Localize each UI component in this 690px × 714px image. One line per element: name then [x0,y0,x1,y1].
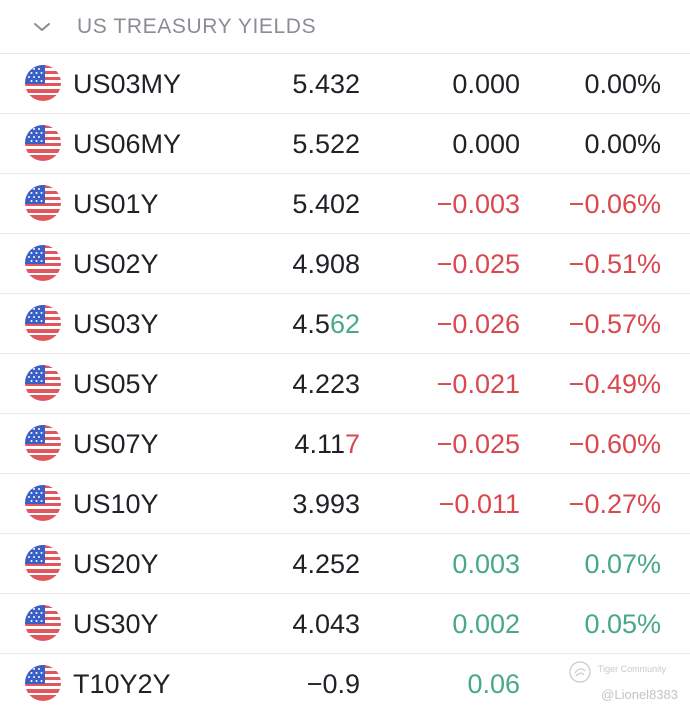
us-flag-icon [25,605,61,641]
us-flag-icon [25,245,61,281]
us-flag-icon [25,665,61,701]
change-percent: −0.57% [568,309,661,339]
us-flag-icon [25,305,61,341]
yield-value-main: −0.9 [306,669,360,699]
symbol-label: US07Y [73,429,159,459]
change-percent: −0.49% [568,369,661,399]
yield-value: 5.432 [292,54,360,114]
us-flag-icon [25,365,61,401]
symbol-label: US30Y [73,609,159,639]
change-percent: 0.00% [584,129,661,159]
yield-value-main: 4.908 [292,249,360,279]
change-percent: −0.06% [568,189,661,219]
change-value: 0.000 [452,129,520,159]
change-value: 0.06 [467,669,520,699]
chevron-down-icon[interactable] [31,16,53,38]
yield-value: 4.252 [292,534,360,594]
yield-value-changed-digits: 62 [329,309,360,339]
symbol-label: US03MY [73,69,182,99]
symbol-label: US02Y [73,249,159,279]
change-value: −0.021 [436,369,520,399]
change-value: −0.011 [438,489,520,519]
yield-value-main: 4.11 [294,429,345,459]
symbol-label: US03Y [73,309,159,339]
change-percent: 0.07% [584,549,661,579]
list-item[interactable]: US10Y 3.993 −0.011 −0.27% [0,474,690,534]
yield-value: 4.908 [292,234,360,294]
change-value: 0.003 [452,549,520,579]
change-percent: 0.05% [584,609,661,639]
list-item[interactable]: US05Y 4.223 −0.021 −0.49% [0,354,690,414]
us-flag-icon [25,185,61,221]
list-item[interactable]: US06MY 5.522 0.000 0.00% [0,114,690,174]
change-percent: −0.51% [568,249,661,279]
yield-value-main: 5.522 [292,129,360,159]
symbol-label: US10Y [73,489,159,519]
list-item[interactable]: US02Y 4.908 −0.025 −0.51% [0,234,690,294]
yield-value: 5.402 [292,174,360,234]
change-percent: 0.00% [584,69,661,99]
us-flag-icon [25,125,61,161]
yield-value-main: 5.402 [292,189,360,219]
yield-value-main: 5.432 [292,69,360,99]
change-percent: −0.60% [568,429,661,459]
yield-value: 5.522 [292,114,360,174]
us-flag-icon [25,65,61,101]
yield-value: 4.223 [292,354,360,414]
list-item[interactable]: US20Y 4.252 0.003 0.07% [0,534,690,594]
yield-value-main: 3.993 [292,489,360,519]
change-value: 0.002 [452,609,520,639]
symbol-label: US06MY [73,129,182,159]
list-item[interactable]: US03Y 4.562 −0.026 −0.57% [0,294,690,354]
list-item[interactable]: T10Y2Y −0.9 0.06 [0,654,690,714]
yield-value-main: 4.043 [292,609,360,639]
yields-list: US03MY 5.432 0.000 0.00% US06MY 5.522 0.… [0,54,690,714]
list-item[interactable]: US07Y 4.117 −0.025 −0.60% [0,414,690,474]
symbol-label: US05Y [73,369,159,399]
change-percent: −0.27% [568,489,661,519]
yield-value: 4.117 [294,414,360,474]
change-value: −0.025 [436,429,520,459]
us-flag-icon [25,425,61,461]
symbol-label: US20Y [73,549,159,579]
change-value: −0.025 [436,249,520,279]
list-item[interactable]: US30Y 4.043 0.002 0.05% [0,594,690,654]
section-header[interactable]: US TREASURY YIELDS [0,0,690,54]
list-item[interactable]: US03MY 5.432 0.000 0.00% [0,54,690,114]
yield-value: −0.9 [307,654,360,714]
us-flag-icon [25,545,61,581]
yield-value-main: 4.5 [292,309,330,339]
yield-value: 3.993 [292,474,360,534]
yield-value-changed-digits: 7 [344,429,360,459]
change-value: −0.003 [436,189,520,219]
change-value: −0.026 [436,309,520,339]
yield-value: 4.562 [292,294,360,354]
list-item[interactable]: US01Y 5.402 −0.003 −0.06% [0,174,690,234]
symbol-label: T10Y2Y [73,669,171,699]
section-title: US TREASURY YIELDS [77,14,317,38]
symbol-label: US01Y [73,189,159,219]
yield-value: 4.043 [292,594,360,654]
change-value: 0.000 [452,69,520,99]
yield-value-main: 4.223 [292,369,360,399]
us-flag-icon [25,485,61,521]
yield-value-main: 4.252 [292,549,360,579]
